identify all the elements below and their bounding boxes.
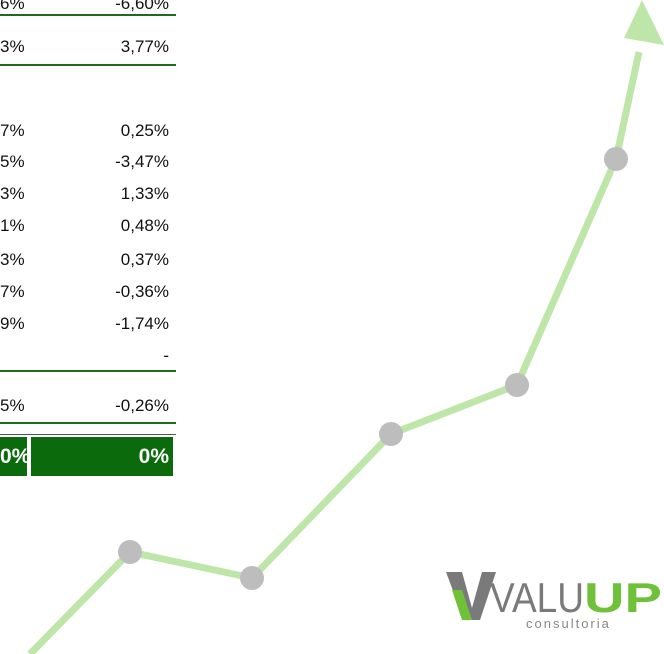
cell: 1,33% — [120, 184, 169, 203]
logo-tagline: consultoria — [526, 616, 611, 631]
cell: 0,25% — [120, 121, 169, 140]
cell: -0,26% — [115, 396, 169, 415]
logo-a: VALU — [490, 574, 584, 621]
cell: 1% — [0, 216, 25, 235]
rule — [0, 14, 176, 16]
cell: 9% — [0, 314, 25, 333]
cell: 3,77% — [120, 37, 169, 56]
cell: -6,60% — [115, 0, 169, 13]
cell: -0,36% — [115, 282, 169, 301]
cell: 3% — [0, 37, 25, 56]
cell: 5% — [0, 152, 25, 171]
rule — [0, 370, 176, 372]
points — [118, 147, 628, 590]
cell: 3% — [0, 184, 25, 203]
cell: 0,37% — [120, 250, 169, 269]
cell: 0,48% — [120, 216, 169, 235]
rule — [0, 422, 176, 424]
cell: 3% — [0, 250, 25, 269]
cell: 7% — [0, 121, 25, 140]
cell: -3,47% — [115, 152, 169, 171]
logo: VALU UP consultoria — [446, 572, 662, 631]
cell: 5% — [0, 396, 25, 415]
arrow-head — [624, 0, 664, 45]
cell: -1,74% — [115, 314, 169, 333]
rule — [0, 64, 176, 66]
rule — [0, 434, 176, 435]
logo-b: UP — [584, 574, 662, 621]
cell: 7% — [0, 282, 25, 301]
total-left: 0% — [0, 437, 30, 476]
cell: 6% — [0, 0, 25, 13]
total-right: 0% — [31, 437, 173, 476]
cell: - — [163, 346, 169, 365]
